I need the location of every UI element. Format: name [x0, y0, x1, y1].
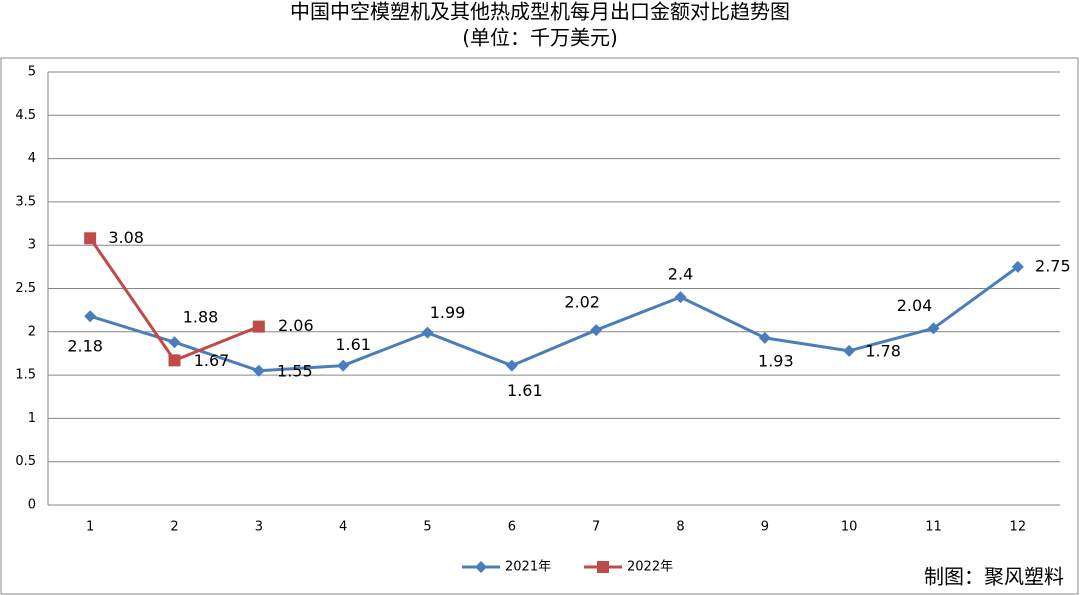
marker: [674, 291, 687, 304]
y-tick-label: 2: [28, 324, 36, 339]
data-label: 1.88: [183, 308, 219, 327]
y-tick-label: 2.5: [15, 281, 36, 296]
data-label: 2.02: [564, 293, 600, 312]
y-tick-label: 1: [28, 411, 36, 426]
x-tick-label: 2: [170, 520, 178, 535]
marker: [758, 331, 771, 344]
x-tick-label: 6: [508, 520, 516, 535]
x-tick-label: 4: [339, 520, 347, 535]
legend-label: 2022年: [627, 560, 673, 575]
y-tick-label: 4.5: [15, 108, 36, 123]
data-label: 2.4: [668, 265, 693, 284]
y-tick-label: 3.5: [15, 194, 36, 209]
marker: [337, 359, 350, 372]
credit: 制图：聚风塑料: [924, 565, 1064, 589]
y-tick-label: 0: [28, 498, 36, 513]
marker: [843, 344, 856, 357]
legend-label: 2021年: [505, 560, 551, 575]
x-tick-label: 7: [592, 520, 600, 535]
data-label: 1.67: [194, 351, 230, 370]
data-label: 1.78: [865, 341, 901, 360]
chart-subtitle: (单位：千万美元): [462, 26, 618, 50]
y-tick-label: 5: [28, 65, 36, 80]
marker: [505, 359, 518, 372]
marker: [252, 320, 265, 333]
x-tick-label: 12: [1010, 520, 1027, 535]
data-label: 1.99: [430, 303, 466, 322]
marker: [84, 310, 97, 323]
marker: [252, 364, 265, 377]
marker: [597, 561, 609, 573]
series-line: [89, 265, 1019, 373]
marker: [168, 354, 181, 367]
data-label: 1.93: [758, 351, 794, 370]
data-label: 3.08: [108, 228, 144, 247]
x-tick-label: 3: [255, 520, 263, 535]
data-label: 2.06: [278, 316, 314, 335]
chart-border: [0, 57, 1079, 595]
marker: [1011, 260, 1024, 273]
marker: [475, 561, 487, 573]
x-tick-label: 11: [925, 520, 942, 535]
marker: [421, 326, 434, 339]
x-tick-label: 9: [761, 520, 769, 535]
y-tick-label: 0.5: [15, 454, 36, 469]
data-label: 1.61: [507, 381, 543, 400]
data-label: 2.18: [67, 337, 103, 356]
x-tick-label: 1: [86, 520, 94, 535]
data-label: 1.55: [277, 361, 313, 380]
marker: [927, 322, 940, 335]
x-tick-label: 8: [676, 520, 684, 535]
marker: [168, 336, 181, 349]
data-label: 1.61: [335, 335, 371, 354]
data-label: 2.75: [1035, 256, 1071, 275]
marker: [590, 324, 603, 337]
y-tick-label: 4: [28, 151, 36, 166]
chart-title: 中国中空模塑机及其他热成型机每月出口金额对比趋势图: [290, 0, 790, 24]
x-tick-label: 10: [841, 520, 858, 535]
data-label: 2.04: [897, 296, 933, 315]
y-tick-label: 3: [28, 238, 36, 253]
x-tick-label: 5: [423, 520, 431, 535]
marker: [84, 232, 97, 245]
y-tick-label: 1.5: [15, 368, 36, 383]
